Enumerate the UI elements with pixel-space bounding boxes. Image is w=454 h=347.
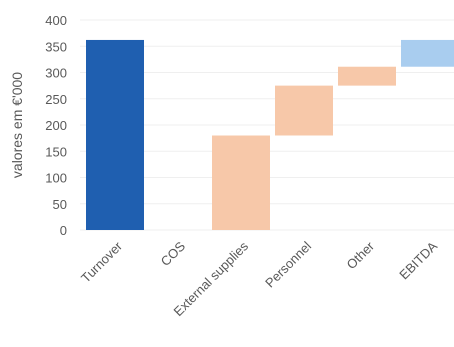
- bar-turnover: [86, 39, 144, 231]
- x-tick-label: EBITDA: [396, 238, 440, 282]
- y-tick-label: 350: [45, 39, 67, 54]
- y-tick-label: 0: [60, 223, 67, 238]
- y-tick-label: 250: [45, 92, 67, 107]
- x-tick-label: Turnover: [78, 238, 126, 286]
- bar-personnel: [275, 85, 333, 136]
- y-tick-label: 50: [53, 197, 67, 212]
- x-tick-label: Personnel: [262, 238, 314, 290]
- x-tick-label: COS: [158, 238, 189, 269]
- y-axis-label: valores em €'000: [9, 72, 25, 178]
- y-tick-label: 300: [45, 66, 67, 81]
- bar-ebitda: [401, 39, 454, 67]
- y-tick-label: 200: [45, 118, 67, 133]
- x-tick-label: Other: [344, 238, 378, 272]
- y-tick-label: 100: [45, 171, 67, 186]
- bar-other: [338, 66, 396, 86]
- bars: [86, 39, 454, 231]
- y-tick-label: 400: [45, 13, 67, 28]
- bar-external-supplies: [212, 135, 270, 230]
- y-axis-tick-labels: 0 50 100 150 200 250 300 350 400: [45, 13, 67, 238]
- y-tick-label: 150: [45, 144, 67, 159]
